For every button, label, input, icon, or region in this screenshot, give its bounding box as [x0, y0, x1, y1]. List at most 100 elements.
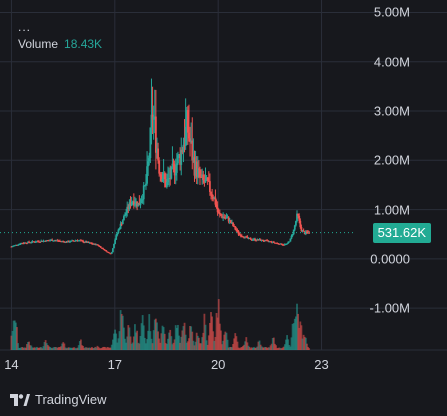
y-tick-label: 1.00M: [373, 202, 410, 218]
volume-bar: [277, 347, 280, 350]
candle-body: [145, 183, 147, 186]
candle-body: [11, 246, 14, 248]
brand-name: TradingView: [35, 392, 107, 407]
candle-body: [140, 199, 143, 203]
volume-bar: [237, 347, 240, 350]
candle-body: [91, 243, 93, 245]
volume-bar: [146, 339, 148, 350]
candle-body: [175, 163, 178, 173]
candle-body: [138, 202, 141, 206]
candle-body: [63, 241, 66, 243]
volume-bar: [45, 343, 48, 350]
candle-body: [59, 240, 61, 242]
volume-bar: [196, 335, 199, 350]
volume-bar: [29, 345, 32, 350]
candle-body: [118, 228, 121, 230]
volume-bar: [161, 325, 164, 350]
volume-bar: [290, 337, 293, 350]
volume-bar: [270, 343, 273, 350]
volume-bar: [119, 310, 122, 350]
legend-series-name[interactable]: ...: [18, 20, 32, 34]
volume-bar: [168, 332, 171, 350]
candle-body: [266, 240, 269, 242]
volume-bar: [91, 347, 93, 350]
volume-bar: [210, 312, 212, 350]
volume-bar: [254, 347, 257, 350]
candle-body: [152, 116, 155, 120]
candle-body: [56, 240, 59, 242]
candle-body: [85, 241, 88, 243]
volume-bar: [169, 329, 172, 350]
volume-bar: [111, 339, 114, 350]
candle-body: [185, 110, 188, 127]
volume-bar: [71, 348, 73, 350]
candle-body: [75, 240, 78, 242]
volume-bar: [123, 327, 125, 350]
candle-body: [95, 244, 98, 246]
candle-body: [196, 168, 199, 178]
volume-bar: [147, 330, 150, 350]
volume-bar: [40, 347, 43, 350]
candle-body: [168, 178, 171, 180]
candle-body: [231, 222, 233, 224]
candle-body: [128, 202, 131, 210]
volume-bar: [98, 348, 101, 350]
volume-bar: [76, 347, 79, 350]
volume-bar: [264, 347, 266, 350]
volume-bar: [105, 348, 108, 350]
volume-bar: [34, 347, 37, 350]
candle-body: [16, 244, 18, 246]
candle-body: [164, 179, 167, 188]
candle-body: [170, 166, 173, 179]
volume-bar: [89, 348, 92, 350]
volume-bar: [81, 345, 83, 350]
volume-bar: [263, 347, 265, 350]
volume-bar: [300, 325, 303, 350]
tradingview-icon: [10, 393, 30, 406]
volume-bar: [10, 335, 13, 350]
volume-bar: [268, 347, 271, 350]
volume-bar: [261, 347, 264, 350]
volume-bar: [191, 331, 194, 350]
volume-bar: [17, 343, 19, 350]
volume-bar: [242, 345, 244, 350]
candle-body: [274, 242, 276, 244]
candle-body: [147, 161, 150, 167]
candle-body: [126, 206, 129, 213]
candle-body: [77, 240, 80, 242]
candlestick-chart[interactable]: [0, 0, 447, 384]
candle-body: [200, 176, 202, 178]
candle-body: [12, 245, 15, 247]
volume-bar: [85, 347, 88, 350]
volume-bar: [158, 338, 161, 350]
candle-body: [162, 173, 165, 180]
volume-bar: [201, 337, 204, 350]
volume-bar: [143, 337, 146, 350]
candle-body: [296, 213, 298, 222]
volume-bar: [11, 330, 14, 350]
volume-bar: [218, 323, 221, 350]
volume-bar: [239, 347, 242, 350]
candle-body: [221, 215, 223, 218]
volume-bar: [121, 315, 124, 350]
volume-bar: [306, 343, 308, 350]
volume-bar: [54, 347, 57, 350]
candle-body: [87, 241, 90, 243]
candle-body: [248, 237, 251, 239]
volume-bar: [138, 343, 141, 350]
volume-bar: [50, 347, 53, 350]
candle-body: [286, 243, 288, 245]
candle-body: [183, 144, 186, 146]
volume-bar: [61, 343, 64, 350]
candle-body: [160, 174, 163, 182]
candle-body: [242, 236, 244, 238]
tradingview-logo[interactable]: TradingView: [10, 392, 107, 407]
chart-area[interactable]: ... Volume 18.43K 5.00M 4.00M 3.00M 2.00M 1.0…: [0, 0, 447, 384]
volume-bar: [100, 347, 103, 350]
candle-body: [41, 240, 44, 242]
volume-bar: [170, 336, 173, 350]
candle-body: [98, 246, 101, 248]
candle-body: [180, 149, 183, 165]
candle-body: [299, 220, 302, 228]
y-tick-label: -1.00M: [369, 300, 410, 316]
